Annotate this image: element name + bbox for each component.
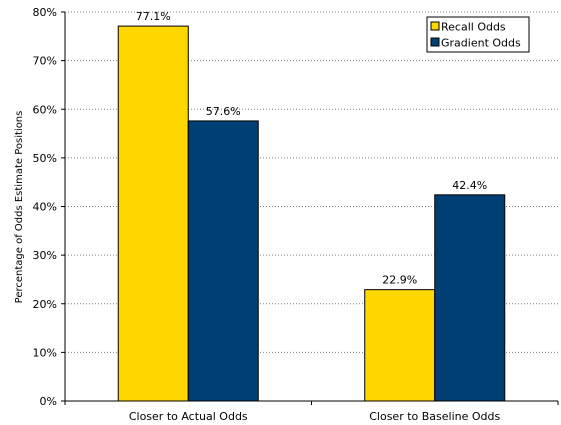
y-ticks: 0% 10% 20% 30% 40% 50% 60% 70% 80% xyxy=(33,6,65,408)
legend-box xyxy=(426,16,530,53)
data-label: 22.9% xyxy=(382,274,417,287)
y-tick-label: 80% xyxy=(33,6,57,19)
bar-gradient xyxy=(434,194,506,402)
data-label: 57.6% xyxy=(206,105,241,118)
legend-swatch-recall xyxy=(430,21,440,31)
legend: Recall Odds Gradient Odds xyxy=(426,16,530,53)
bar-recall xyxy=(117,25,189,402)
y-tick-label: 30% xyxy=(33,249,57,262)
legend-swatch-gradient xyxy=(430,37,440,47)
y-tick-label: 20% xyxy=(33,298,57,311)
bar-recall xyxy=(364,289,436,402)
x-ticks: Closer to Actual Odds Closer to Baseline … xyxy=(64,401,559,423)
y-tick-label: 50% xyxy=(33,152,57,165)
y-tick-label: 40% xyxy=(33,201,57,214)
data-label: 42.4% xyxy=(452,179,487,192)
y-axis-title: Percentage of Odds Estimate Positions xyxy=(14,111,25,304)
y-tick-label: 0% xyxy=(40,395,57,408)
x-category-label: Closer to Baseline Odds xyxy=(369,410,500,423)
bars xyxy=(117,25,506,402)
bar-gradient xyxy=(187,120,259,402)
y-tick-label: 70% xyxy=(33,55,57,68)
data-labels: 77.1% 57.6% 22.9% 42.4% xyxy=(136,10,487,287)
legend-label-gradient: Gradient Odds xyxy=(441,37,521,50)
y-tick-label: 60% xyxy=(33,103,57,116)
y-tick-label: 10% xyxy=(33,346,57,359)
gridlines xyxy=(65,11,558,353)
x-category-label: Closer to Actual Odds xyxy=(129,410,248,423)
legend-label-recall: Recall Odds xyxy=(441,21,506,34)
data-label: 77.1% xyxy=(136,10,171,23)
